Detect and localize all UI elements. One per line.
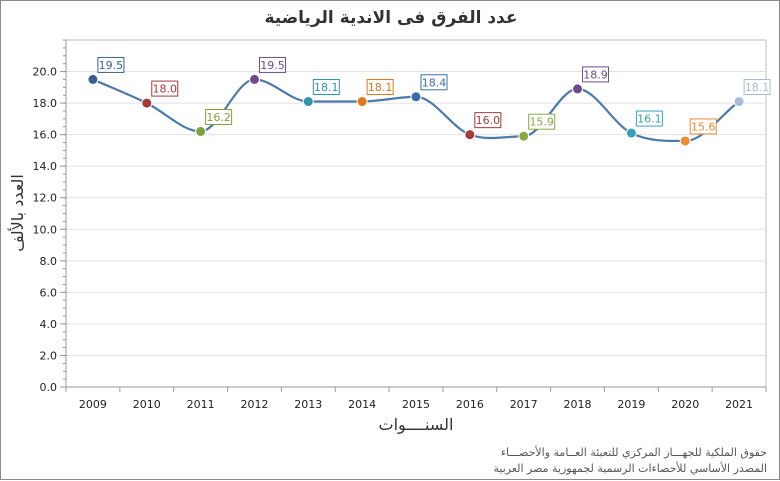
x-tick-label: 2018 xyxy=(564,398,592,411)
y-tick-label: 10.0 xyxy=(33,223,58,236)
data-label-box xyxy=(97,56,125,73)
data-label: 16.1 xyxy=(637,113,662,126)
x-tick-label: 2021 xyxy=(725,398,753,411)
data-label: 16.0 xyxy=(476,114,501,127)
data-point xyxy=(625,127,637,139)
x-tick-label: 2014 xyxy=(348,398,376,411)
x-tick-label: 2011 xyxy=(187,398,215,411)
chart-title: عدد الفرق فى الاندية الرياضية xyxy=(265,8,518,28)
data-point xyxy=(410,91,422,103)
data-point xyxy=(195,125,207,137)
y-tick-label: 12.0 xyxy=(33,192,58,205)
data-point xyxy=(679,135,691,147)
y-axis-title: العدد بالألف xyxy=(7,174,27,252)
x-tick-label: 2016 xyxy=(456,398,484,411)
data-label-box xyxy=(312,79,340,96)
data-label-box xyxy=(743,79,771,96)
data-point xyxy=(464,129,476,141)
data-label: 19.5 xyxy=(260,59,285,72)
data-label-box xyxy=(528,113,556,130)
y-tick-label: 20.0 xyxy=(33,66,58,79)
data-label-box xyxy=(420,74,448,91)
data-point xyxy=(572,83,584,95)
grid-lines xyxy=(66,71,766,356)
data-label: 18.4 xyxy=(422,76,447,89)
y-tick-label: 4.0 xyxy=(40,318,58,331)
data-point xyxy=(356,96,368,108)
y-tick-label: 2.0 xyxy=(40,349,58,362)
data-point xyxy=(733,96,745,108)
data-label-box xyxy=(258,56,286,73)
x-axis-ticks: 2009 2010 2011 2012 2013 2014 2015 2016 2017 2018… xyxy=(65,386,767,411)
data-points xyxy=(87,73,745,147)
data-labels: 19.5 18.0 16.2 19.5 18.1 18.1 18.4 16.0 15.9 18.9… xyxy=(97,56,771,135)
y-axis-ticks: 0.0 2.0 4.0 6.0 8.0 10.0 12.0 14.0 16.0 18.0 20.0 xyxy=(33,39,67,394)
data-label-box xyxy=(689,118,717,135)
data-label: 18.1 xyxy=(745,81,770,94)
data-label-box xyxy=(635,110,663,127)
x-tick-label: 2019 xyxy=(617,398,645,411)
data-point xyxy=(248,73,260,85)
data-label-box xyxy=(582,66,610,83)
y-tick-label: 0.0 xyxy=(40,381,58,394)
data-label: 18.9 xyxy=(583,68,608,81)
footer-source: المصدر الأساسي للأحصاءات الرسمية لجمهوري… xyxy=(493,462,767,475)
x-tick-label: 2010 xyxy=(133,398,161,411)
x-tick-label: 2013 xyxy=(294,398,322,411)
data-label: 18.0 xyxy=(153,83,178,96)
x-tick-label: 2015 xyxy=(402,398,430,411)
data-label: 18.1 xyxy=(314,81,339,94)
data-label-box xyxy=(205,108,233,125)
data-label-box xyxy=(474,112,502,129)
data-point xyxy=(518,130,530,142)
footer-copyright: حقوق الملكية للجهـــاز المركزي للتعبئة ا… xyxy=(500,446,767,459)
x-tick-label: 2020 xyxy=(671,398,699,411)
data-label: 19.5 xyxy=(99,59,124,72)
y-tick-label: 6.0 xyxy=(40,286,58,299)
x-tick-label: 2012 xyxy=(240,398,268,411)
data-label: 15.6 xyxy=(691,120,716,133)
data-point xyxy=(87,73,99,85)
y-tick-label: 14.0 xyxy=(33,160,58,173)
data-label: 18.1 xyxy=(368,81,393,94)
data-point xyxy=(141,97,153,109)
data-label: 16.2 xyxy=(206,111,231,124)
y-tick-label: 18.0 xyxy=(33,97,58,110)
data-point xyxy=(302,96,314,108)
data-label: 15.9 xyxy=(529,116,554,129)
x-axis-title: السنــــوات xyxy=(379,415,454,435)
y-tick-label: 8.0 xyxy=(40,255,58,268)
data-label-box xyxy=(151,80,179,97)
x-tick-label: 2009 xyxy=(79,398,107,411)
y-tick-label: 16.0 xyxy=(33,129,58,142)
x-tick-label: 2017 xyxy=(510,398,538,411)
data-label-box xyxy=(366,79,394,96)
